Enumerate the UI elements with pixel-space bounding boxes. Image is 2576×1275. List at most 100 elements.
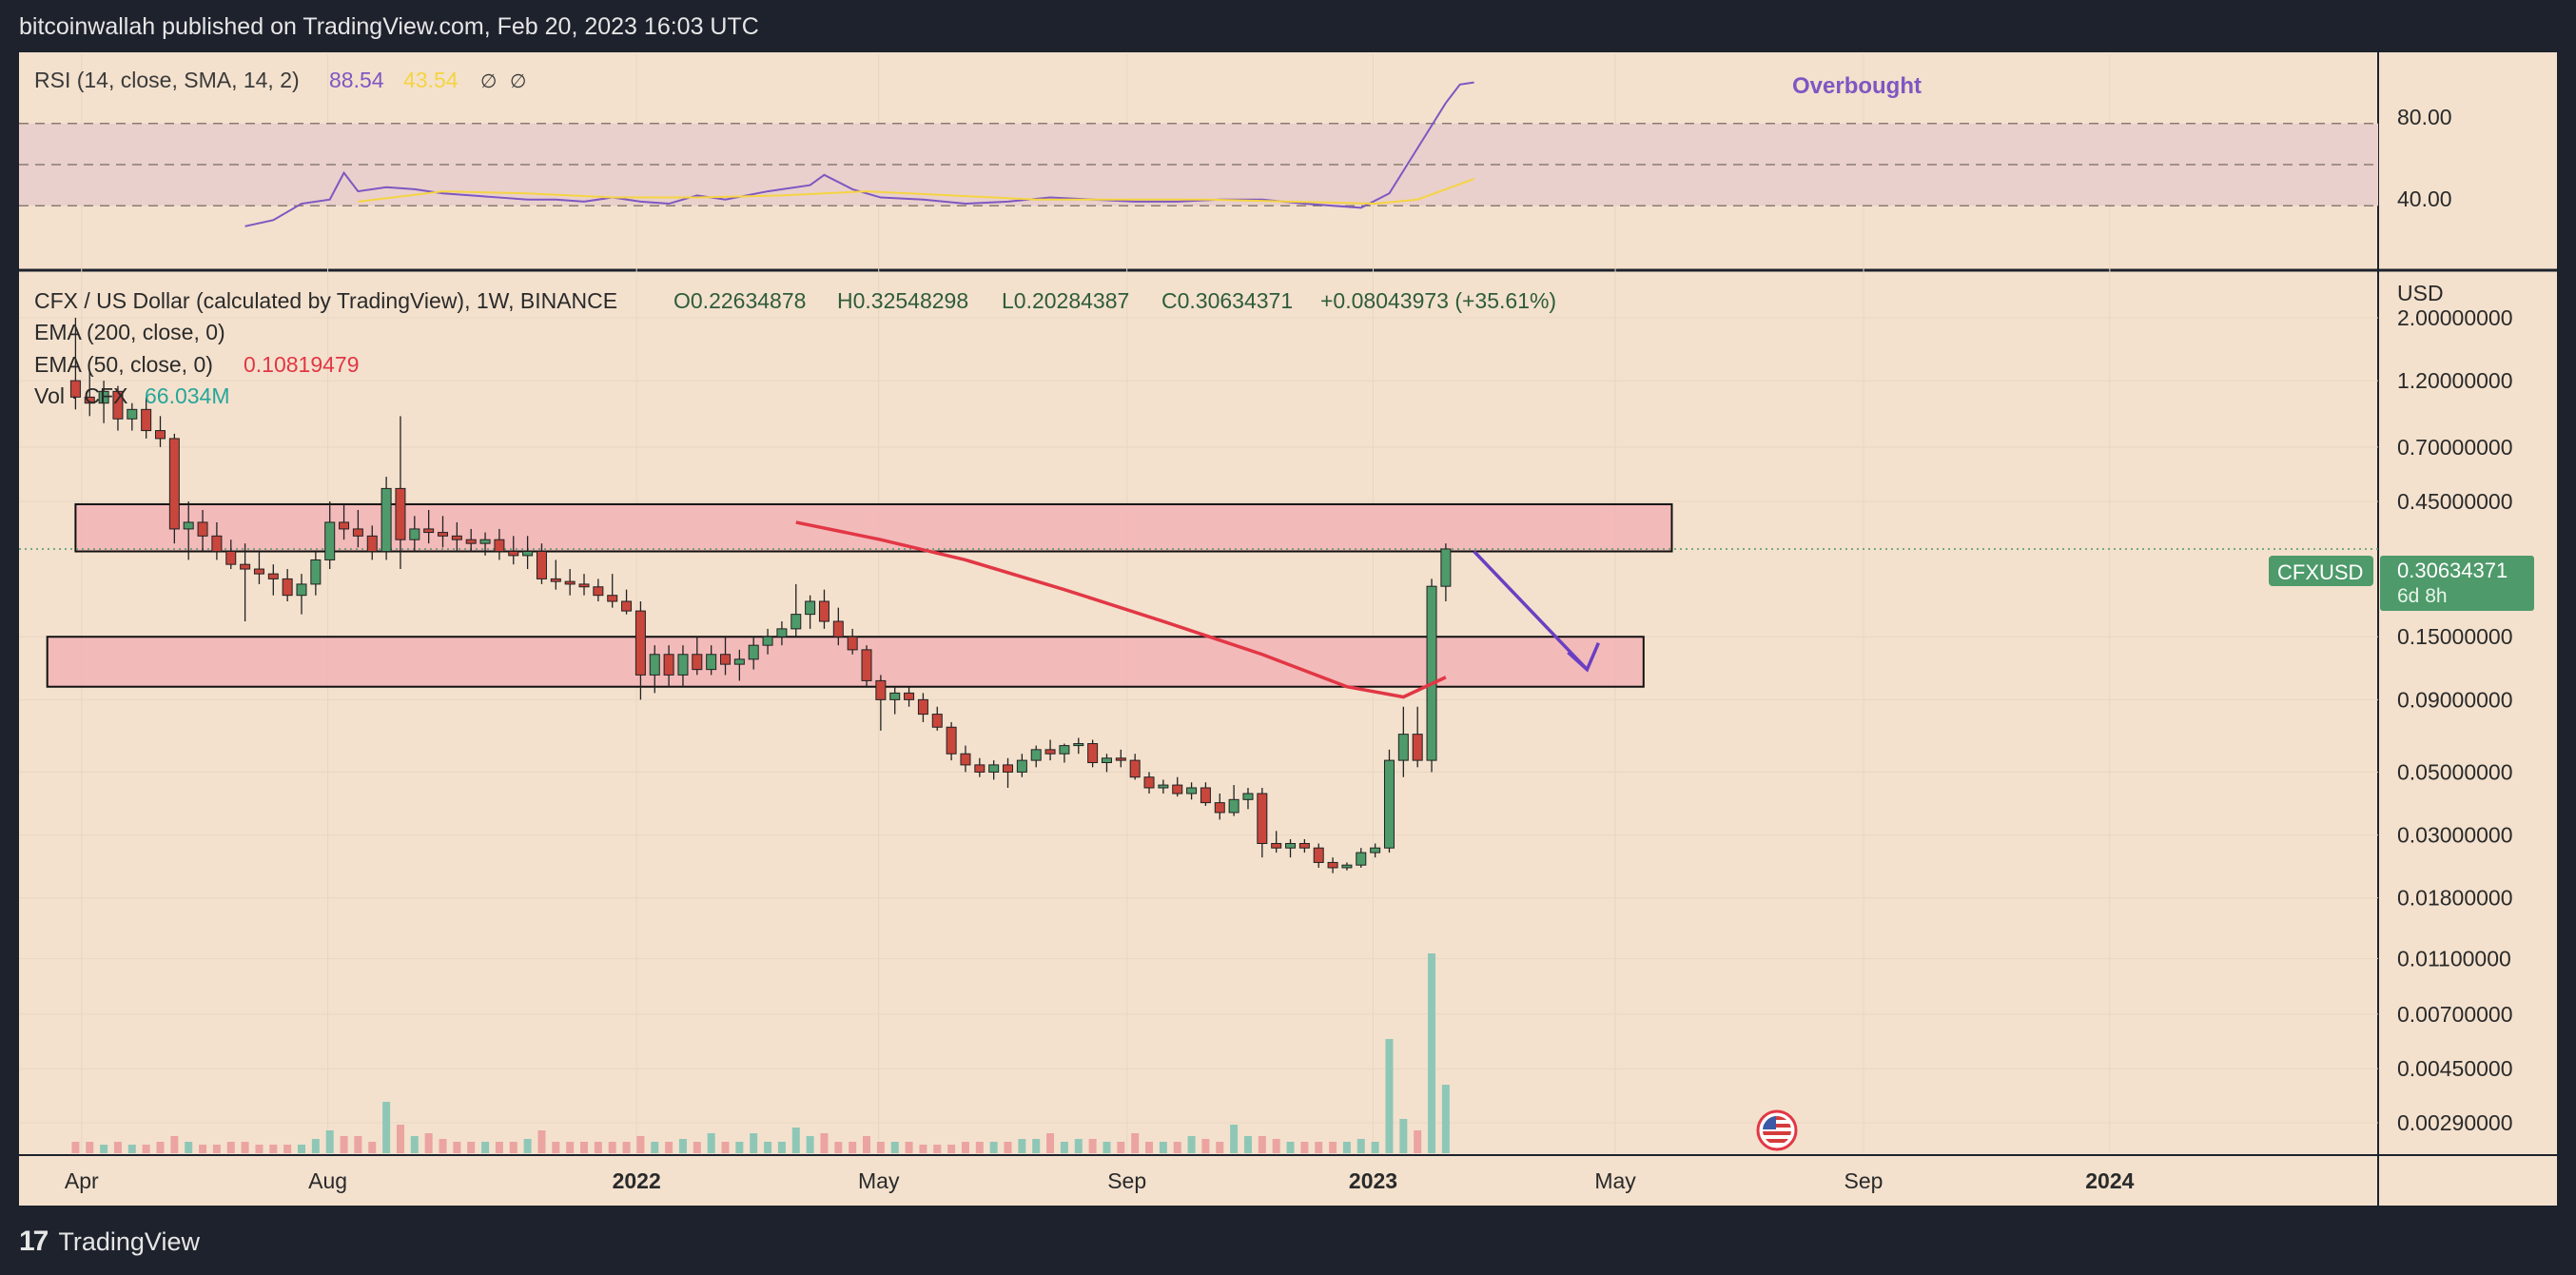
volume-bar [1117, 1142, 1125, 1153]
price-pane[interactable] [19, 271, 2378, 1154]
volume-bar [71, 1142, 80, 1153]
candle-body [211, 535, 223, 553]
rsi-legend-label[interactable]: RSI (14, close, SMA, 14, 2) [34, 68, 300, 92]
us-flag-icon[interactable] [1756, 1109, 1798, 1151]
volume-bar [1145, 1142, 1154, 1153]
candle-body [438, 532, 449, 537]
volume-bar [1428, 953, 1436, 1153]
volume-bar [750, 1133, 758, 1153]
arrow-layer [1473, 550, 1600, 673]
footer[interactable]: 17 TradingView [19, 1226, 200, 1258]
volume-bar [439, 1139, 447, 1153]
time-tick-label: May [858, 1168, 900, 1193]
volume-bar [1342, 1142, 1351, 1153]
volume-bar [100, 1145, 108, 1153]
candle-body [1356, 852, 1367, 866]
volume-bar [255, 1145, 263, 1153]
candle-body [225, 551, 237, 565]
volume-bar [989, 1142, 998, 1153]
candle-body [1440, 548, 1452, 587]
price-tick-label: 0.45000000 [2397, 489, 2513, 514]
candle-body [1370, 847, 1381, 853]
volume-bar [580, 1142, 589, 1153]
volume-bar [495, 1142, 503, 1153]
volume-bar [1159, 1142, 1167, 1153]
rsi-line [244, 81, 1474, 227]
volume-bar [481, 1142, 490, 1153]
projection-arrow [1473, 550, 1589, 671]
volume-bar [354, 1136, 362, 1153]
candle-body [1129, 759, 1141, 778]
volume-bar [368, 1142, 377, 1153]
candle-body [522, 551, 534, 557]
volume-bar [947, 1145, 956, 1153]
volume-bar [170, 1136, 179, 1153]
candle-body [1271, 842, 1282, 849]
ohlc-high: H0.32548298 [837, 288, 968, 313]
volume-bar [1216, 1142, 1224, 1153]
time-tick-label: Aug [308, 1168, 347, 1193]
volume-bar [820, 1133, 829, 1153]
ohlc-close: C0.30634371 [1161, 288, 1293, 313]
rsi-scale-40: 40.00 [2397, 186, 2452, 211]
candle-body [776, 628, 788, 638]
volume-bar [424, 1133, 433, 1153]
candle-body [69, 380, 81, 398]
candle-body [381, 487, 392, 553]
ema50-legend-value: 0.10819479 [244, 352, 360, 377]
volume-bar [1201, 1139, 1210, 1153]
volume-bar [410, 1136, 419, 1153]
price-scale-bg [2378, 271, 2557, 1154]
candle-body [366, 535, 378, 553]
candle-body [310, 559, 322, 585]
volume-bar [1060, 1142, 1068, 1153]
time-tick-label: Sep [1844, 1168, 1883, 1193]
candle-body [352, 528, 363, 537]
volume-bar [1230, 1125, 1239, 1153]
volume-bar [552, 1142, 560, 1153]
candle-body [1087, 743, 1099, 763]
ema50-legend[interactable]: EMA (50, close, 0) [34, 352, 213, 377]
candle-body [692, 654, 703, 671]
volume-bar [1004, 1142, 1012, 1153]
candle-body [1285, 842, 1297, 849]
volume-bar [919, 1145, 927, 1153]
volume-bar [1385, 1039, 1394, 1153]
candle-body [1214, 802, 1225, 814]
candle-body [988, 764, 1000, 773]
volume-legend[interactable]: Vol · CFX [34, 383, 127, 408]
volume-bar [1046, 1133, 1055, 1153]
rsi-scale-bg [2378, 52, 2557, 269]
volume-bar [1187, 1136, 1196, 1153]
ema200-legend[interactable]: EMA (200, close, 0) [34, 320, 225, 344]
candle-body [762, 636, 773, 646]
volume-bar [566, 1142, 575, 1153]
rsi-scale-80: 80.00 [2397, 105, 2452, 129]
time-axis[interactable]: Apr Aug 2022 May Sep 2023 May Sep 2024 [65, 1168, 2135, 1193]
candle-body [818, 600, 829, 622]
candle-body [141, 408, 152, 432]
candle-body [324, 521, 336, 560]
volume-bar [382, 1102, 391, 1153]
candle-body [1044, 749, 1056, 755]
time-tick-label: 2023 [1349, 1168, 1397, 1193]
currency-label: USD [2397, 281, 2444, 305]
candle-body [1158, 784, 1169, 789]
volume-bar [1371, 1142, 1379, 1153]
volume-bar [1414, 1130, 1422, 1153]
volume-bar [678, 1139, 687, 1153]
volume-bar [651, 1142, 659, 1153]
volume-legend-value: 66.034M [145, 383, 230, 408]
overbought-annotation: Overbought [1792, 73, 1922, 99]
symbol-price-tag [2269, 556, 2373, 586]
symbol-legend[interactable]: CFX / US Dollar (calculated by TradingVi… [34, 288, 617, 313]
candle-body [946, 726, 957, 755]
candle-body [395, 487, 406, 540]
price-axis[interactable]: 2.00000000 1.20000000 0.70000000 0.45000000… [2397, 305, 2513, 1135]
time-tick-label: Apr [65, 1168, 99, 1193]
price-tick-label: 0.05000000 [2397, 759, 2513, 784]
rsi-legend-value: 88.54 [329, 68, 384, 92]
rsi-legend-na-2: ∅ [510, 71, 526, 92]
